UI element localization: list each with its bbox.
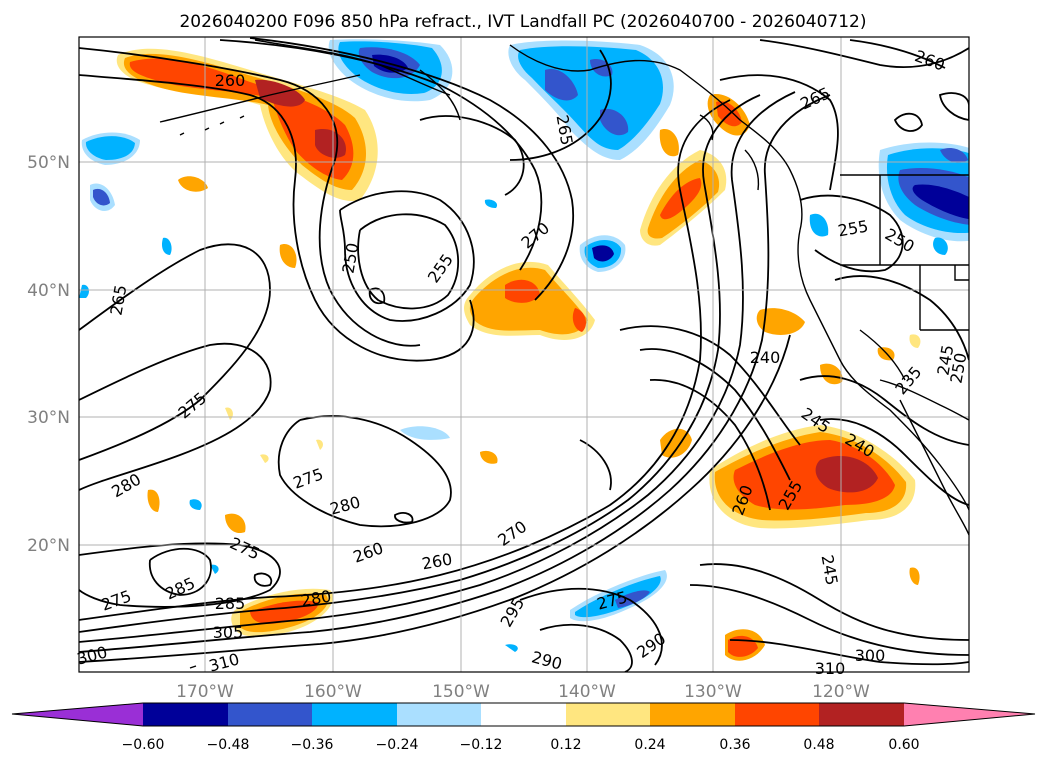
lat-label-20n: 20°N xyxy=(27,536,70,556)
lat-label-40n: 40°N xyxy=(27,281,70,301)
lon-label-150w: 150°W xyxy=(432,682,490,702)
colorbar-segment xyxy=(566,703,650,726)
colorbar-segment xyxy=(143,703,228,726)
colorbar-segment xyxy=(397,703,481,726)
colorbar-tick: 0.60 xyxy=(888,737,919,753)
colorbar-outline xyxy=(11,702,1036,727)
contour-label: 240 xyxy=(750,348,781,367)
colorbar-segment xyxy=(312,703,397,726)
colorbar-segment xyxy=(735,703,819,726)
graticule xyxy=(79,37,969,672)
latitude-labels: 50°N 40°N 30°N 20°N xyxy=(27,153,70,556)
coastlines xyxy=(159,39,969,669)
lon-label-140w: 140°W xyxy=(558,682,616,702)
colorbar-tick-labels: −0.60 −0.48 −0.36 −0.24 −0.12 0.12 0.24 … xyxy=(122,737,920,753)
colorbar-segment xyxy=(481,703,566,726)
contour-label: 310 xyxy=(815,659,846,678)
figure-title: 2026040200 F096 850 hPa refract., IVT La… xyxy=(179,12,866,32)
colorbar-tick: −0.24 xyxy=(376,737,419,753)
colorbar-extend-max xyxy=(904,703,1035,726)
lon-label-170w: 170°W xyxy=(176,682,234,702)
contour-label: 300 xyxy=(855,646,886,665)
colorbar-tick: −0.12 xyxy=(460,737,503,753)
colorbar-tick: 0.36 xyxy=(719,737,750,753)
colorbar-segment xyxy=(228,703,312,726)
lat-label-50n: 50°N xyxy=(27,153,70,173)
contour-label: 305 xyxy=(213,623,244,642)
lon-label-130w: 130°W xyxy=(684,682,742,702)
colorbar-tick: 0.12 xyxy=(550,737,581,753)
map-background xyxy=(79,37,969,672)
map-frame xyxy=(78,36,970,673)
contour-label: 260 xyxy=(215,71,246,90)
lon-label-160w: 160°W xyxy=(304,682,362,702)
longitude-labels: 170°W 160°W 150°W 140°W 130°W 120°W xyxy=(176,682,870,702)
colorbar-segment xyxy=(819,703,904,726)
colorbar-tick: 0.24 xyxy=(634,737,665,753)
colorbar-tick: 0.48 xyxy=(803,737,834,753)
map-content xyxy=(79,37,969,672)
colorbar-tick: −0.60 xyxy=(122,737,165,753)
colorbar-extend-min xyxy=(12,703,143,726)
lon-label-120w: 120°W xyxy=(812,682,870,702)
positive-anomaly-fills xyxy=(116,48,921,661)
contour-label: 285 xyxy=(215,594,246,613)
negative-anomaly-fills xyxy=(79,39,969,652)
refractivity-contours xyxy=(79,37,969,672)
colorbar-tick: −0.48 xyxy=(207,737,250,753)
colorbar-segment xyxy=(650,703,735,726)
colorbar-tick: −0.36 xyxy=(291,737,334,753)
lat-label-30n: 30°N xyxy=(27,408,70,428)
colorbar: −0.60 −0.48 −0.36 −0.24 −0.12 0.12 0.24 … xyxy=(11,702,1036,753)
